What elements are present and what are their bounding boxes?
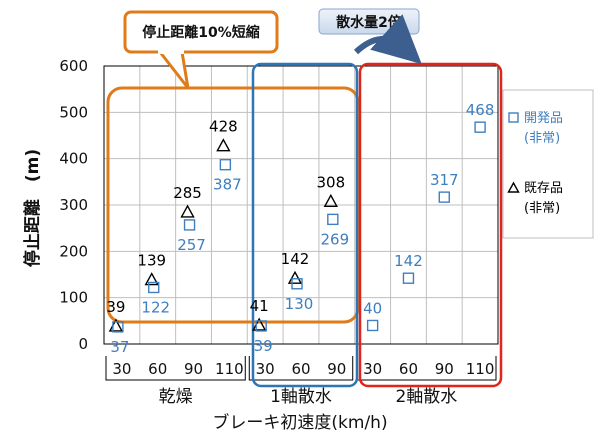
dev-marker	[438, 191, 450, 203]
legend-dev-line1: 開発品	[524, 111, 563, 126]
existing-value-label: 428	[209, 118, 238, 136]
dev-value-label: 142	[394, 252, 423, 270]
y-tick-label: 600	[59, 57, 88, 75]
y-tick-label: 500	[59, 103, 88, 121]
x-tick-label: 90	[327, 360, 346, 378]
x-tick-label: 30	[363, 360, 382, 378]
dev-value-label: 39	[254, 337, 273, 355]
data-points: 39 139 285 428 41 142 308 37 122 257 387 39 130 269 40…	[106, 101, 494, 356]
y-axis-label: 停止距離 (m)	[22, 149, 43, 267]
existing-marker	[144, 272, 159, 286]
dev-marker	[148, 281, 160, 294]
x-tick-label: 30	[256, 360, 275, 378]
dev-marker	[402, 272, 415, 284]
existing-marker	[180, 204, 195, 218]
x-tick-label: 60	[291, 360, 310, 378]
water-callout: 散水量2倍	[318, 8, 422, 65]
two-axle-highlight-box	[358, 62, 503, 388]
x-axis: 30 60 90 110 30 60 90 30 60 90 110	[112, 360, 494, 378]
dev-value-label: 37	[110, 338, 129, 356]
legend-existing-line1: 既存品	[524, 181, 563, 196]
y-tick-label: 100	[59, 289, 88, 307]
one-axle-highlight-box	[251, 62, 359, 388]
y-tick-label: 300	[59, 196, 88, 214]
y-tick-label: 0	[78, 335, 88, 353]
legend: 開発品 (非常) 既存品 (非常)	[502, 89, 594, 239]
y-axis: 0 100 200 300 400 500 600	[59, 57, 88, 353]
existing-value-label: 139	[137, 252, 166, 270]
dev-value-label: 40	[363, 299, 382, 317]
dev-marker	[366, 319, 379, 332]
dev-marker	[219, 158, 232, 171]
legend-dev-line2: (非常)	[524, 131, 560, 146]
curved-arrow-icon	[353, 14, 422, 65]
plot-area	[103, 65, 499, 345]
group-label: 乾燥	[159, 387, 193, 407]
dev-marker	[112, 321, 124, 333]
dev-marker	[474, 121, 486, 133]
dev-marker	[255, 320, 267, 332]
x-tick-label: 90	[184, 360, 203, 378]
dev-value-label: 468	[466, 101, 495, 119]
reduction-callout: 停止距離10%短縮	[123, 10, 279, 90]
dev-value-label: 130	[285, 295, 314, 313]
existing-value-label: 39	[106, 298, 125, 316]
dev-value-label: 317	[430, 171, 459, 189]
legend-existing-marker	[507, 181, 520, 193]
dev-marker	[327, 213, 339, 226]
existing-value-label: 142	[281, 250, 310, 268]
existing-value-label: 285	[173, 184, 202, 202]
x-group-labels: 乾燥 1軸散水 2軸散水	[159, 387, 458, 407]
x-tick-label: 30	[112, 360, 131, 378]
x-axis-label: ブレーキ初速度(km/h)	[212, 412, 387, 433]
dev-value-label: 387	[213, 176, 242, 194]
y-tick-label: 400	[59, 150, 88, 168]
x-tick-label: 110	[466, 360, 495, 378]
legend-existing-line2: (非常)	[524, 201, 560, 216]
grid	[104, 65, 498, 345]
dev-marker	[291, 278, 303, 290]
dev-value-label: 257	[177, 236, 206, 254]
group-label: 1軸散水	[270, 387, 332, 407]
existing-value-label: 41	[250, 297, 269, 315]
water-callout-text: 散水量2倍	[336, 14, 402, 31]
group-bracket	[105, 356, 246, 381]
dev-value-label: 122	[141, 298, 170, 316]
x-tick-label: 90	[435, 360, 454, 378]
dev-marker	[183, 219, 196, 231]
existing-marker	[216, 138, 231, 152]
dev-value-label: 269	[320, 230, 349, 248]
legend-dev-marker	[508, 112, 519, 123]
group-label: 2軸散水	[395, 387, 457, 407]
x-tick-label: 60	[148, 360, 167, 378]
x-tick-label: 110	[215, 360, 244, 378]
existing-value-label: 308	[316, 173, 345, 191]
reduction-callout-text: 停止距離10%短縮	[142, 24, 260, 41]
existing-marker	[287, 270, 303, 284]
existing-marker	[323, 193, 338, 207]
group-bracket	[248, 356, 354, 381]
y-tick-label: 200	[59, 242, 88, 260]
x-tick-label: 60	[399, 360, 418, 378]
